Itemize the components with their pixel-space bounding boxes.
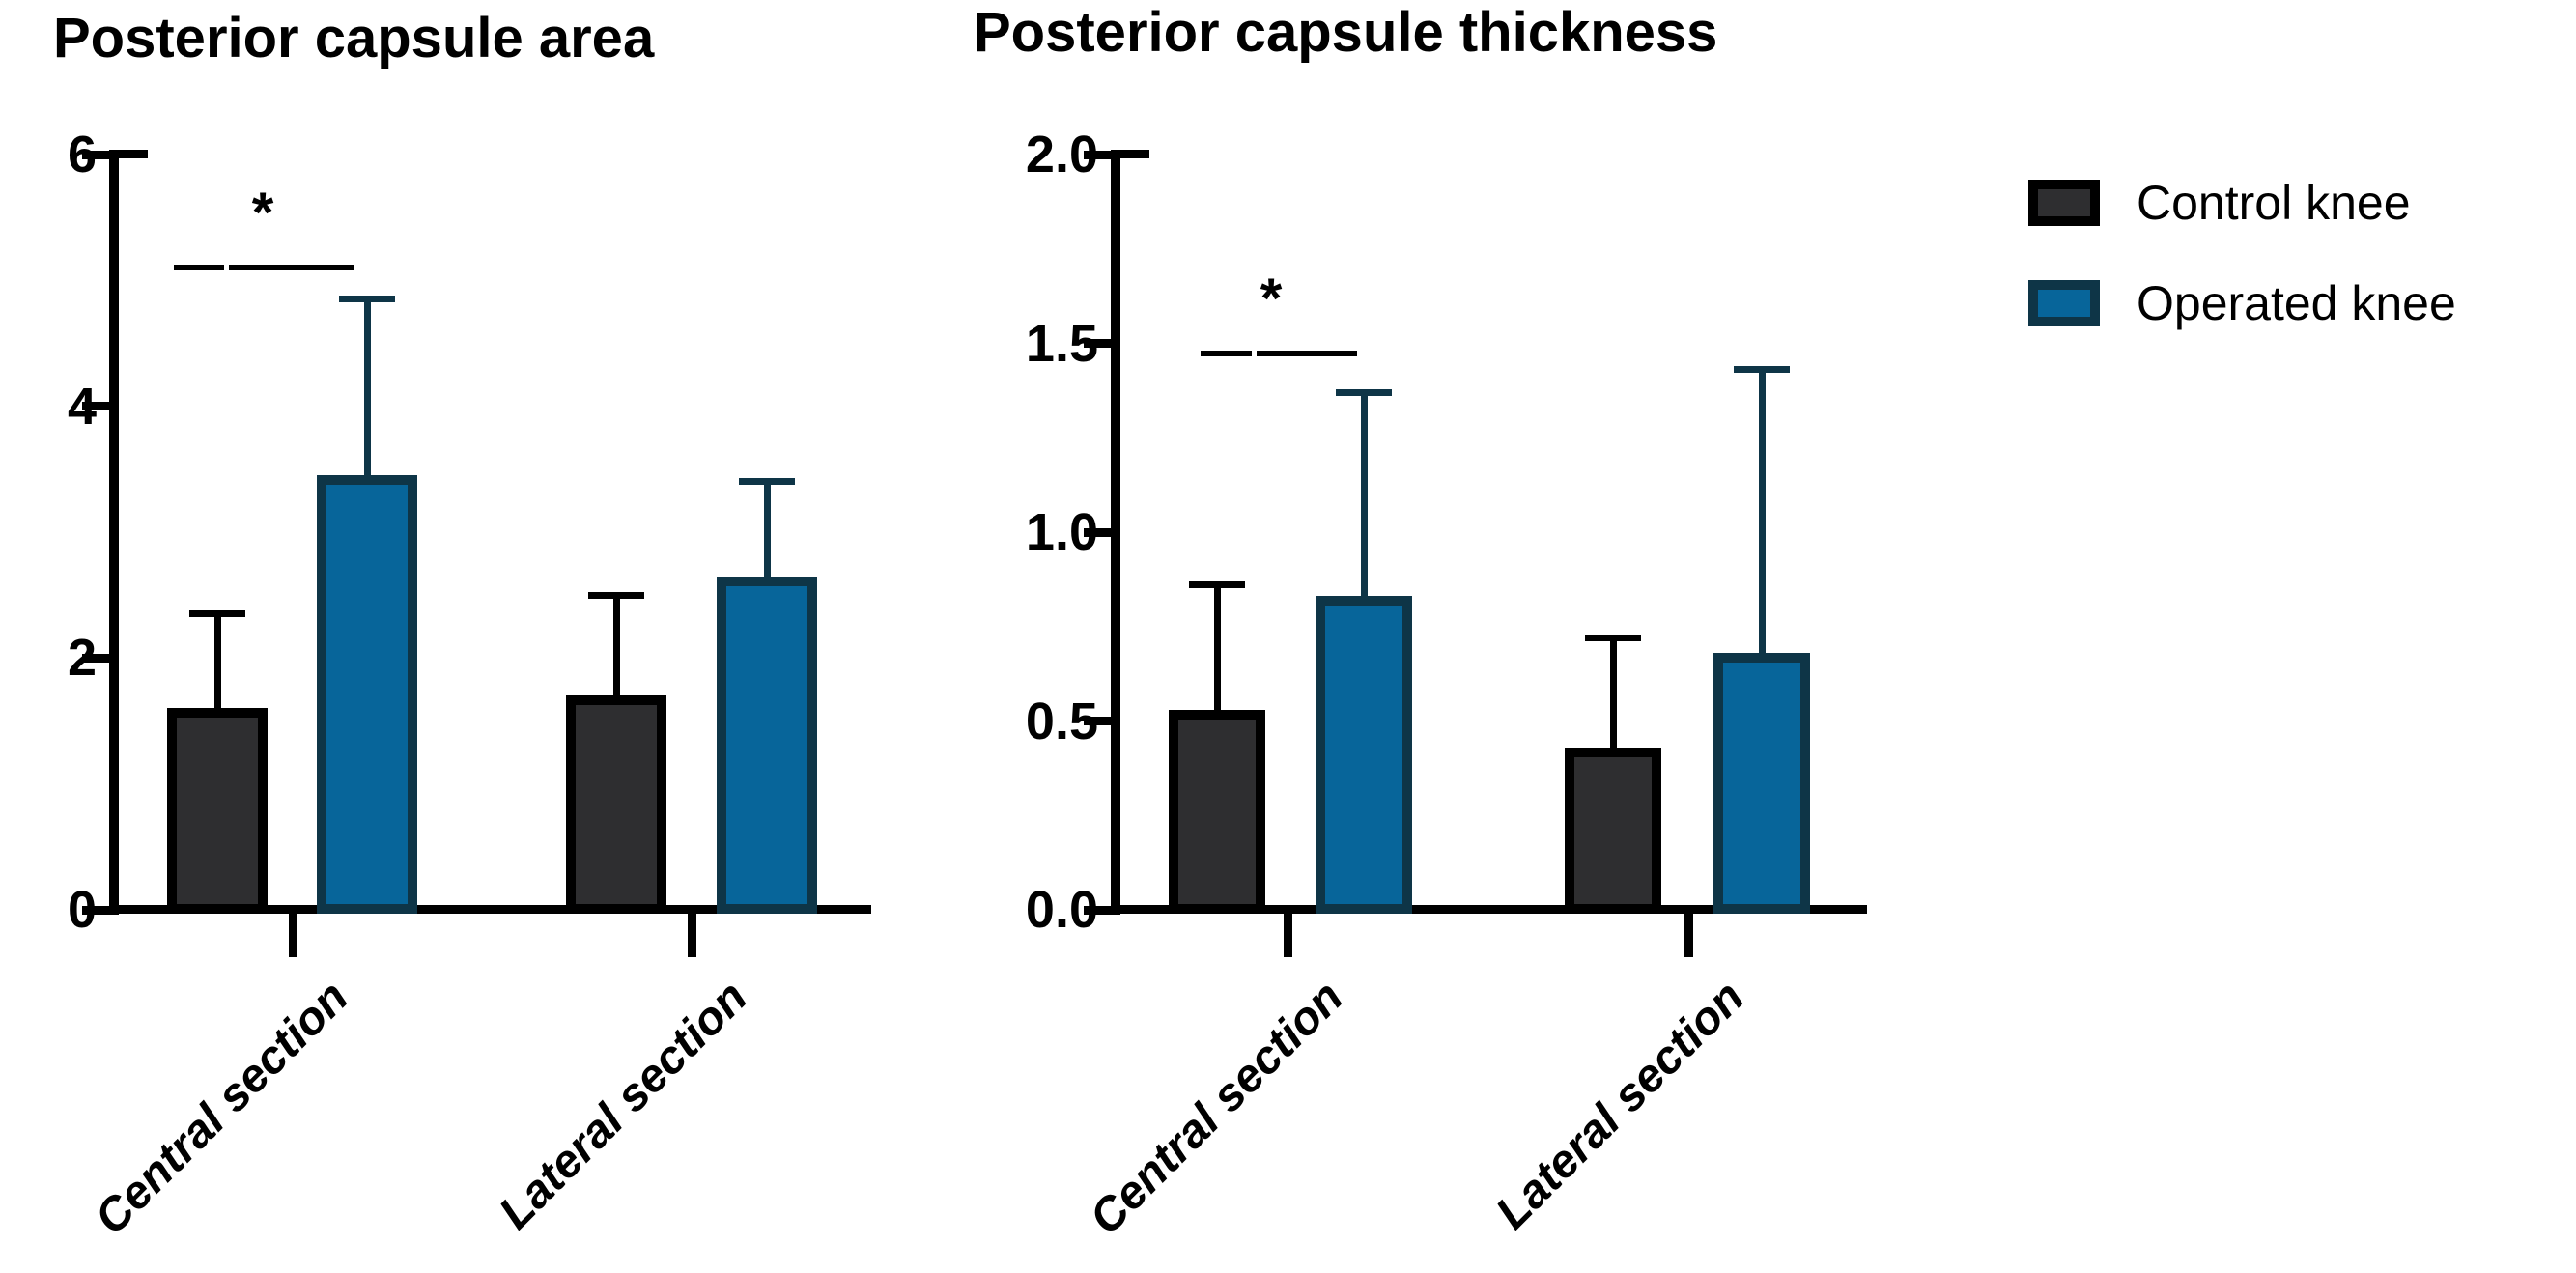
x-category-label-central-section: Central section — [85, 971, 359, 1245]
error-bar-cap — [1189, 581, 1245, 589]
y-tick — [82, 653, 109, 663]
error-bar-cap — [1585, 634, 1641, 641]
y-tick — [82, 905, 109, 915]
error-bar-cap — [1734, 366, 1790, 374]
error-bar-cap — [588, 591, 644, 599]
significance-star: * — [251, 182, 274, 244]
y-tick-label: 2 — [67, 629, 97, 688]
x-tick — [1283, 914, 1292, 957]
significance-star: * — [1260, 268, 1283, 330]
x-axis — [109, 905, 871, 914]
y-tick-label: 0.0 — [1025, 881, 1098, 939]
y-axis-top-cap — [1120, 150, 1149, 158]
error-bar-cap — [739, 478, 795, 486]
y-tick-label: 1.5 — [1025, 314, 1098, 373]
error-bar-stem — [1360, 392, 1368, 610]
bar-control-knee-lateral-section — [1565, 747, 1661, 914]
error-bar-stem — [363, 298, 371, 490]
error-bar-cap — [339, 296, 395, 303]
legend-label-operated-knee: Operated knee — [2137, 276, 2456, 330]
error-bar-stem — [1609, 637, 1617, 761]
bar-operated-knee-central-section — [317, 475, 417, 914]
bar-operated-knee-lateral-section — [1713, 653, 1810, 914]
y-tick-label: 1.0 — [1025, 503, 1098, 561]
y-tick-label: 4 — [67, 377, 97, 436]
legend-item-control-knee: Control knee — [2028, 176, 2411, 230]
bar-operated-knee-central-section — [1316, 596, 1412, 914]
bar-control-knee-lateral-section — [566, 695, 666, 914]
y-tick-label: 0 — [67, 881, 97, 939]
error-bar-cap — [189, 610, 245, 618]
significance-bracket — [1257, 351, 1357, 356]
error-bar-stem — [1213, 584, 1221, 723]
error-bar-stem — [1758, 369, 1766, 667]
x-tick — [1684, 914, 1693, 957]
legend-label-control-knee: Control knee — [2137, 176, 2411, 230]
y-tick-label: 2.0 — [1025, 126, 1098, 184]
error-bar-stem — [763, 481, 771, 590]
bar-control-knee-central-section — [1169, 709, 1265, 914]
x-axis — [1111, 905, 1867, 914]
control-knee-swatch — [2028, 180, 2100, 226]
bar-control-knee-central-section — [167, 708, 268, 914]
significance-bracket — [229, 265, 354, 270]
y-tick-label: 0.5 — [1025, 692, 1098, 750]
y-tick — [1084, 527, 1111, 537]
significance-bracket — [1201, 351, 1252, 356]
x-tick — [288, 914, 297, 957]
x-category-label-central-section: Central section — [1080, 971, 1354, 1245]
error-bar-stem — [213, 613, 221, 722]
y-tick — [1084, 150, 1111, 159]
y-tick — [1084, 717, 1111, 725]
y-tick — [1084, 339, 1111, 348]
bar-operated-knee-lateral-section — [717, 576, 817, 914]
chart2-title: Posterior capsule thickness — [974, 1, 1718, 64]
legend-item-operated-knee: Operated knee — [2028, 276, 2456, 330]
y-axis-top-cap — [119, 150, 148, 158]
error-bar-cap — [1336, 388, 1392, 396]
y-tick-label: 6 — [67, 126, 97, 184]
y-axis — [109, 150, 119, 915]
x-category-label-lateral-section: Lateral section — [490, 971, 758, 1239]
operated-knee-swatch — [2028, 280, 2100, 326]
error-bar-stem — [612, 595, 620, 710]
y-tick — [1084, 905, 1111, 915]
y-tick — [82, 150, 109, 159]
x-tick — [687, 914, 696, 957]
y-tick — [82, 402, 109, 411]
significance-bracket — [174, 265, 224, 270]
y-axis — [1111, 150, 1120, 915]
x-category-label-lateral-section: Lateral section — [1486, 971, 1755, 1239]
chart1-title: Posterior capsule area — [53, 7, 655, 70]
